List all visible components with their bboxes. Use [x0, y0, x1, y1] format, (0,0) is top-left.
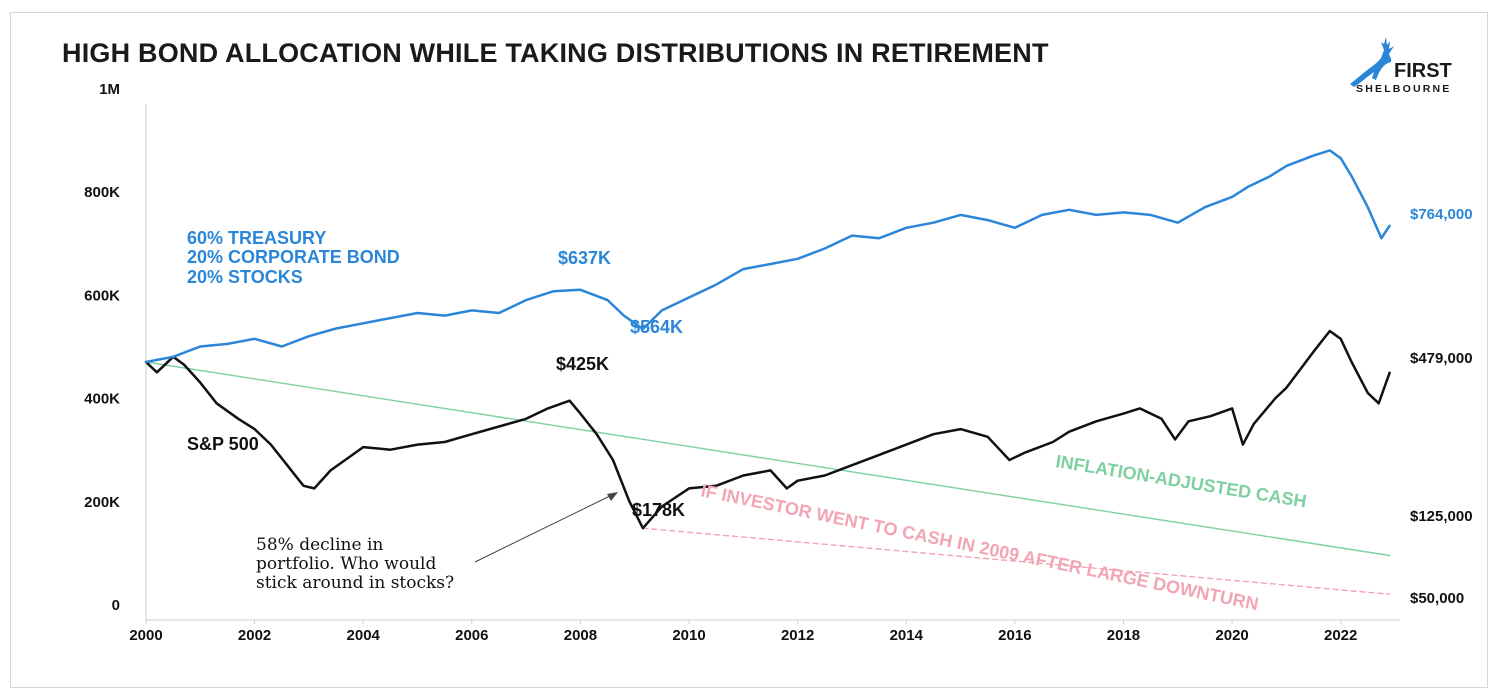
series-line-cash2009 [642, 527, 1391, 595]
note-text-line: portfolio. Who would [256, 554, 436, 574]
end-value-label-cash2009: $50,000 [1410, 590, 1464, 607]
x-tick-label: 2016 [998, 627, 1031, 644]
x-tick-label: 2000 [129, 627, 162, 644]
series-line-inflation [145, 361, 1391, 557]
y-tick-label: 400K [84, 391, 120, 408]
note-text-line: 58% decline in [256, 535, 383, 555]
note-arrow-head [607, 492, 618, 501]
series-label-sp500: S&P 500 [187, 434, 259, 454]
chart-title: HIGH BOND ALLOCATION WHILE TAKING DISTRI… [62, 38, 1049, 68]
data-annotation: $178K [632, 500, 685, 520]
y-tick-label: 0 [112, 597, 120, 614]
x-tick-label: 2018 [1107, 627, 1140, 644]
deer-icon [1350, 37, 1394, 87]
series-label-bond: 60% TREASURY [187, 228, 326, 248]
end-value-label-inflation: $125,000 [1410, 508, 1473, 525]
chart-frame [10, 12, 1488, 688]
axes: 2000 2002 2004 2006 2008 2010 2012 2014 2016 2018… [84, 81, 1400, 644]
y-tick-label: 800K [84, 184, 120, 201]
y-tick-label: 1M [99, 81, 120, 98]
x-tick-label: 2022 [1324, 627, 1357, 644]
note-text-line: stick around in stocks? [256, 573, 454, 593]
y-tick-label: 200K [84, 494, 120, 511]
end-value-label-bond: $764,000 [1410, 206, 1473, 223]
first-shelbourne-logo: FIRST SHELBOURNE [1348, 32, 1468, 98]
logo-line1: FIRST [1394, 60, 1452, 82]
logo-line2: SHELBOURNE [1356, 83, 1452, 95]
x-tick-label: 2006 [455, 627, 488, 644]
end-value-label-sp500: $479,000 [1410, 350, 1473, 367]
series-layer [144, 149, 1391, 595]
y-tick-label: 600K [84, 287, 120, 304]
x-tick-label: 2012 [781, 627, 814, 644]
x-tick-label: 2008 [564, 627, 597, 644]
x-tick-label: 2002 [238, 627, 271, 644]
x-tick-label: 2010 [672, 627, 705, 644]
x-tick-label: 2014 [890, 627, 924, 644]
x-tick-label: 2004 [347, 627, 381, 644]
series-line-bond [144, 149, 1391, 364]
data-annotation: $564K [630, 317, 683, 337]
data-annotation: $425K [556, 354, 609, 374]
series-label-bond: 20% CORPORATE BOND [187, 247, 400, 267]
series-label-bond: 20% STOCKS [187, 267, 303, 287]
series-line-sp500 [144, 329, 1391, 530]
note-arrow-line [474, 493, 615, 563]
series-label-cash2009: IF INVESTOR WENT TO CASH IN 2009 AFTER L… [699, 480, 1260, 614]
series-label-inflation: INFLATION-ADJUSTED CASH [1054, 451, 1308, 511]
x-tick-label: 2020 [1215, 627, 1248, 644]
data-annotation: $637K [558, 248, 611, 268]
